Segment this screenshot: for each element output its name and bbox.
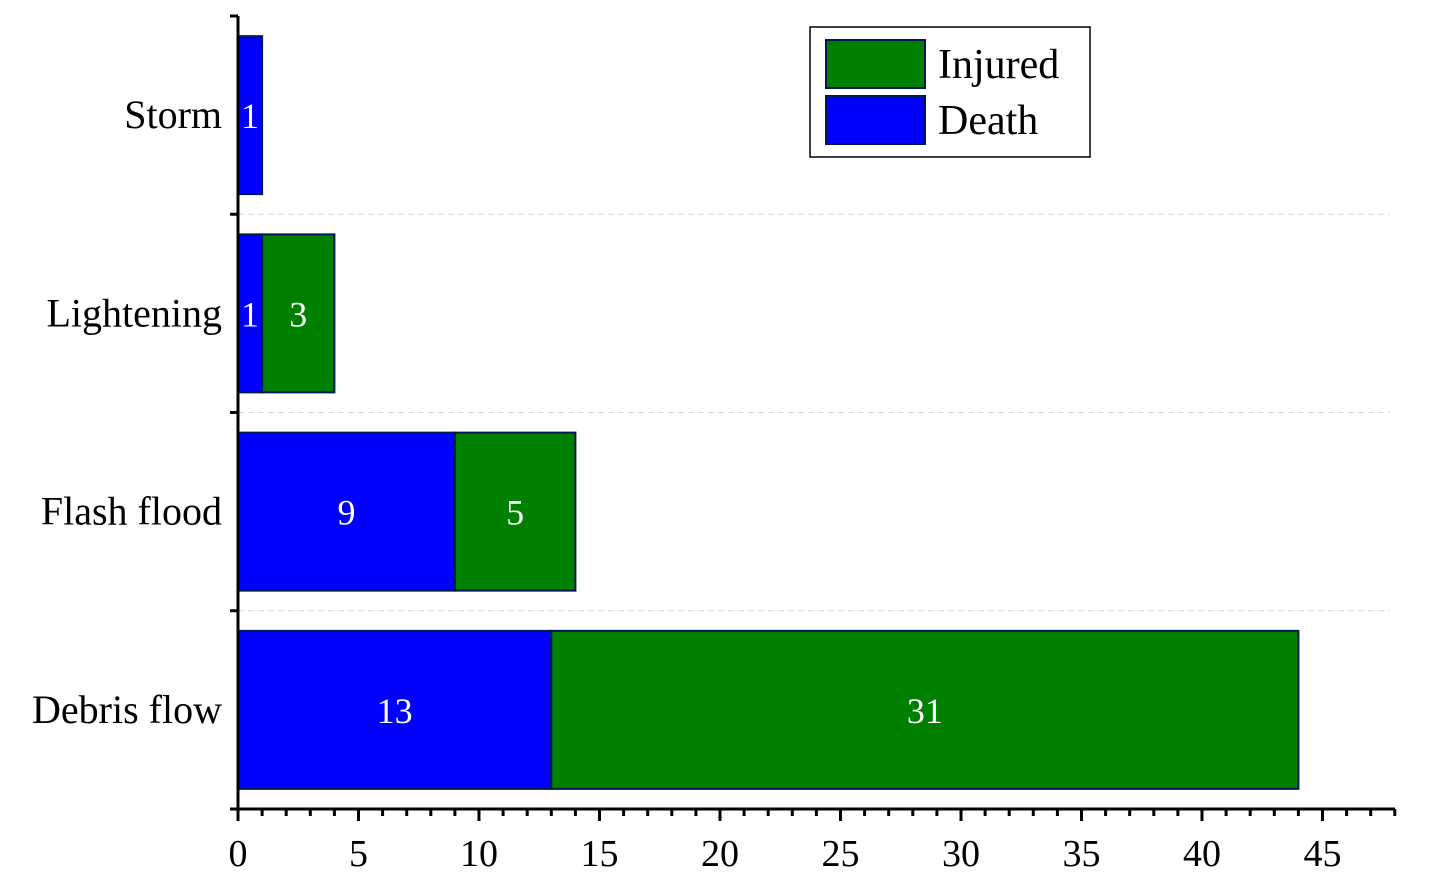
data-label: 9 [337,493,355,533]
legend: Injured Death [809,26,1091,158]
category-label: Flash flood [41,489,222,534]
category-label: Lightening [46,290,222,335]
legend-label: Injured [938,42,1059,88]
x-tick-label: 15 [581,833,619,875]
legend-label: Death [938,98,1038,144]
x-tick-label: 45 [1304,833,1342,875]
category-label: Storm [124,92,222,137]
x-tick-label: 30 [942,833,980,875]
x-tick-label: 40 [1183,833,1221,875]
data-label: 5 [506,493,524,533]
grid-lines [238,213,1390,612]
x-tick-label: 10 [460,833,498,875]
bar-death [237,629,553,790]
x-tick-label: 35 [1063,833,1101,875]
x-axis-ticks: 0 5 10 15 20 25 30 35 40 45 [229,14,1397,875]
category-label: Debris flow [32,687,222,732]
bars [237,35,1300,790]
x-tick-label: 20 [701,833,739,875]
category-labels: Storm Lightening Flash flood Debris flow [32,92,222,732]
data-label: 13 [377,691,413,731]
bar-death [237,35,264,196]
x-tick-label: 5 [349,833,368,875]
bar-injured [453,431,577,592]
bar-injured [550,629,1300,790]
bar-death [237,233,264,394]
legend-swatch-injured [825,39,926,89]
bar-death [237,431,456,592]
data-labels: 11 39 513 31 [241,96,943,731]
bar-injured [261,233,336,394]
data-label: 1 [241,294,259,334]
data-label: 31 [907,691,943,731]
data-label: 3 [289,294,307,334]
x-tick-label: 25 [822,833,860,875]
x-tick-label: 0 [229,833,248,875]
data-label: 1 [241,96,259,136]
legend-swatch-death [825,95,926,145]
